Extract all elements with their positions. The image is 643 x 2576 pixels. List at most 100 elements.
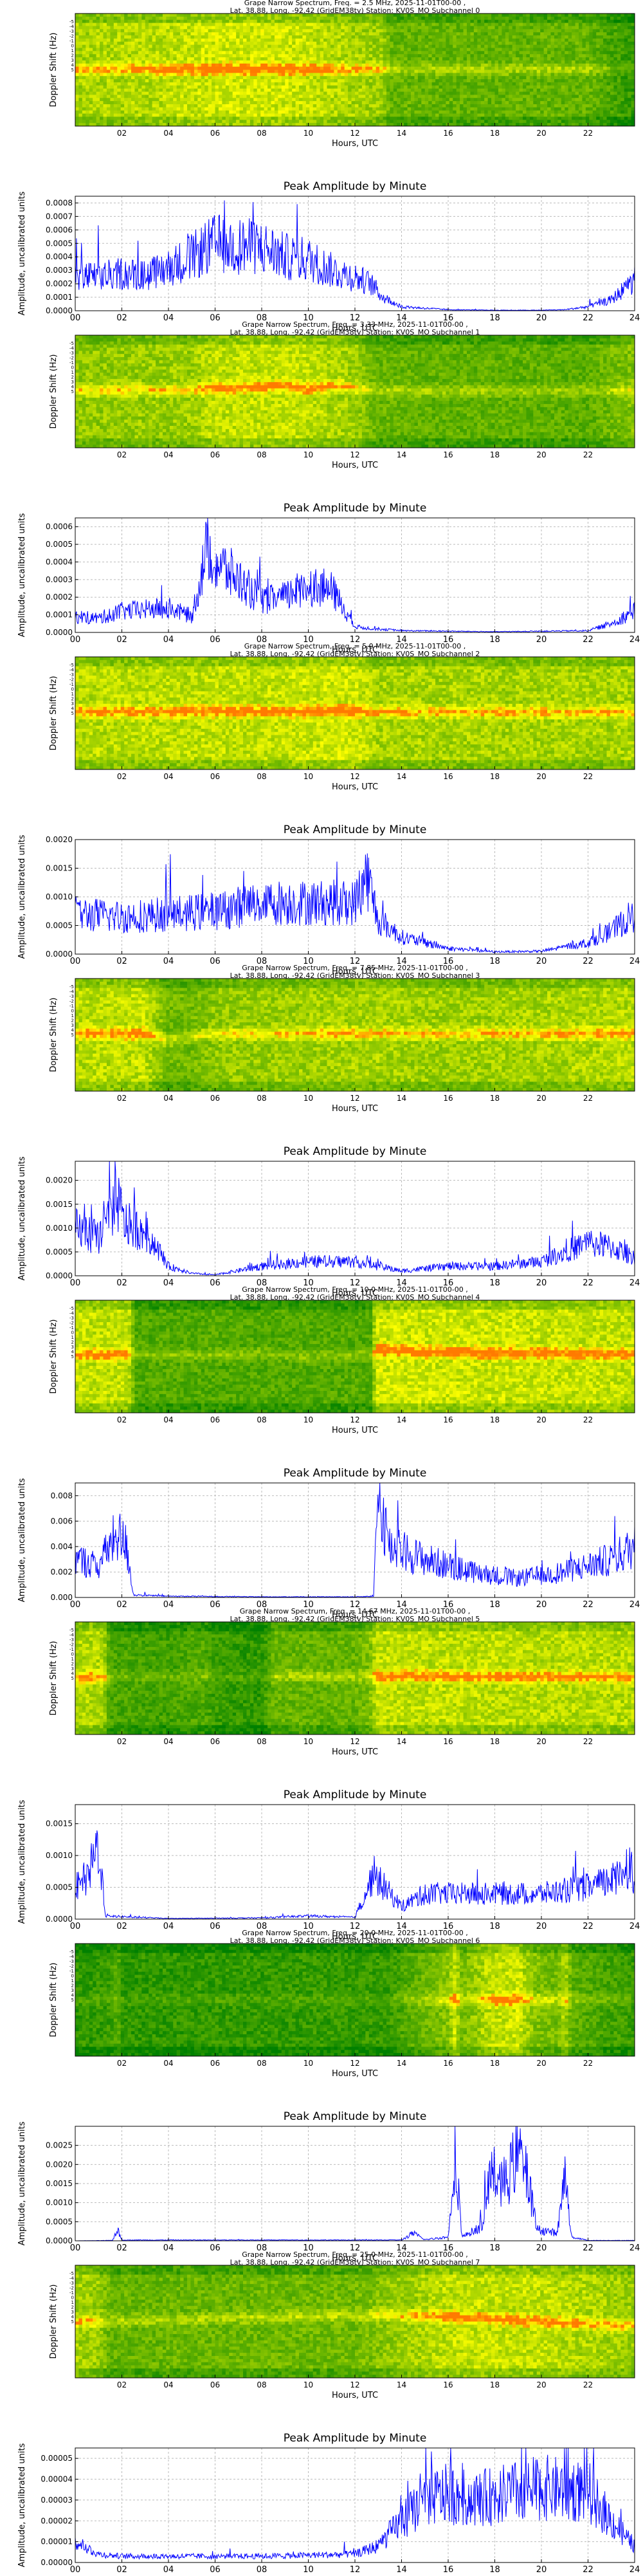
spectrum-cell: [107, 107, 111, 111]
spectrum-cell: [397, 35, 401, 39]
spectrum-cell: [289, 32, 293, 35]
spectrum-cell: [320, 51, 324, 54]
spectrum-cell: [271, 98, 275, 101]
spectrum-cell: [131, 70, 135, 73]
spectrum-cell: [352, 116, 356, 120]
spectrum-cell: [282, 32, 285, 35]
spectrum-cell: [208, 51, 212, 54]
spectrum-cell: [93, 32, 96, 35]
spectrum-cell: [226, 14, 230, 17]
spectrum-cell: [82, 20, 86, 23]
spectrum-cell: [236, 89, 240, 92]
spectrum-cell: [222, 92, 226, 95]
spectrum-cell: [89, 89, 93, 92]
spectrum-cell: [138, 92, 142, 95]
spectrum-cell: [75, 35, 79, 39]
spectrum-cell: [316, 23, 320, 26]
spectrum-cell: [75, 89, 79, 92]
spectrum-cell: [159, 17, 163, 20]
spectrum-cell: [250, 116, 254, 120]
spectrum-cell: [152, 86, 156, 89]
spectrum-cell: [365, 114, 369, 117]
spectrum-cell: [313, 26, 317, 29]
spectrum-cell: [394, 79, 397, 82]
spectrum-cell: [100, 104, 104, 107]
spectrum-cell: [394, 26, 397, 29]
spectrum-cell: [236, 48, 240, 51]
spectrum-cell: [145, 111, 149, 114]
spectrum-cell: [376, 120, 380, 123]
spectrum-cell: [246, 114, 250, 117]
spectrum-cell: [278, 51, 282, 54]
spectrum-cell: [379, 73, 383, 76]
spectrum-cell: [233, 98, 237, 101]
spectrum-cell: [260, 23, 264, 26]
spectrum-cell: [166, 60, 170, 64]
spectrum-cell: [194, 51, 198, 54]
spectrum-cell: [338, 76, 341, 79]
spectrum-cell: [233, 26, 237, 29]
spectrum-cell: [141, 82, 145, 86]
spectrum-cell: [187, 114, 191, 117]
spectrum-cell: [170, 32, 174, 35]
spectrum-cell: [292, 67, 296, 70]
spectrum-cell: [323, 48, 327, 51]
spectrum-cell: [414, 86, 418, 89]
spectrum-cell: [117, 111, 121, 114]
spectrum-cell: [78, 26, 82, 29]
spectrum-cell: [282, 17, 285, 20]
spectrum-cell: [401, 67, 404, 70]
spectrum-cell: [390, 73, 394, 76]
spectrum-cell: [226, 111, 230, 114]
spectrum-cell: [173, 20, 177, 23]
spectrum-cell: [334, 76, 338, 79]
spectrum-cell: [236, 120, 240, 123]
spectrum-cell: [394, 23, 397, 26]
spectrum-cell: [345, 20, 349, 23]
spectrum-cell: [345, 86, 349, 89]
spectrum-cell: [212, 32, 215, 35]
spectrum-cell: [177, 42, 181, 45]
spectrum-cell: [253, 42, 257, 45]
spectrum-cell: [302, 70, 306, 73]
spectrum-cell: [390, 70, 394, 73]
spectrum-cell: [327, 32, 331, 35]
spectrum-cell: [309, 26, 313, 29]
spectrum-cell: [149, 20, 152, 23]
spectrum-cell: [131, 45, 135, 48]
spectrum-cell: [257, 20, 261, 23]
spectrum-cell: [309, 98, 313, 101]
spectrum-cell: [236, 23, 240, 26]
spectrum-cell: [348, 45, 352, 48]
spectrum-cell: [296, 39, 300, 42]
spectrum-cell: [282, 86, 285, 89]
spectrum-cell: [401, 60, 404, 64]
spectrum-cell: [233, 20, 237, 23]
spectrum-cell: [82, 101, 86, 104]
spectrum-cell: [246, 45, 250, 48]
spectrum-cell: [75, 26, 79, 29]
spectrum-cell: [117, 60, 121, 64]
spectrum-cell: [121, 17, 125, 20]
spectrum-cell: [159, 116, 163, 120]
spectrum-cell: [365, 76, 369, 79]
spectrum-cell: [320, 60, 324, 64]
spectrum-cell: [246, 104, 250, 107]
spectrum-cell: [289, 92, 293, 95]
spectrum-cell: [365, 82, 369, 86]
spectrum-cell: [86, 32, 89, 35]
spectrum-cell: [184, 95, 188, 98]
spectrum-cell: [289, 111, 293, 114]
spectrum-cell: [212, 14, 215, 17]
spectrum-cell: [390, 86, 394, 89]
spectrum-cell: [271, 114, 275, 117]
spectrum-cell: [296, 73, 300, 76]
spectrum-cell: [369, 54, 373, 57]
spectrum-cell: [260, 14, 264, 17]
spectrum-cell: [271, 14, 275, 17]
spectrum-cell: [411, 23, 415, 26]
spectrum-cell: [334, 104, 338, 107]
spectrum-cell: [212, 79, 215, 82]
spectrum-cell: [369, 26, 373, 29]
spectrum-cell: [187, 45, 191, 48]
